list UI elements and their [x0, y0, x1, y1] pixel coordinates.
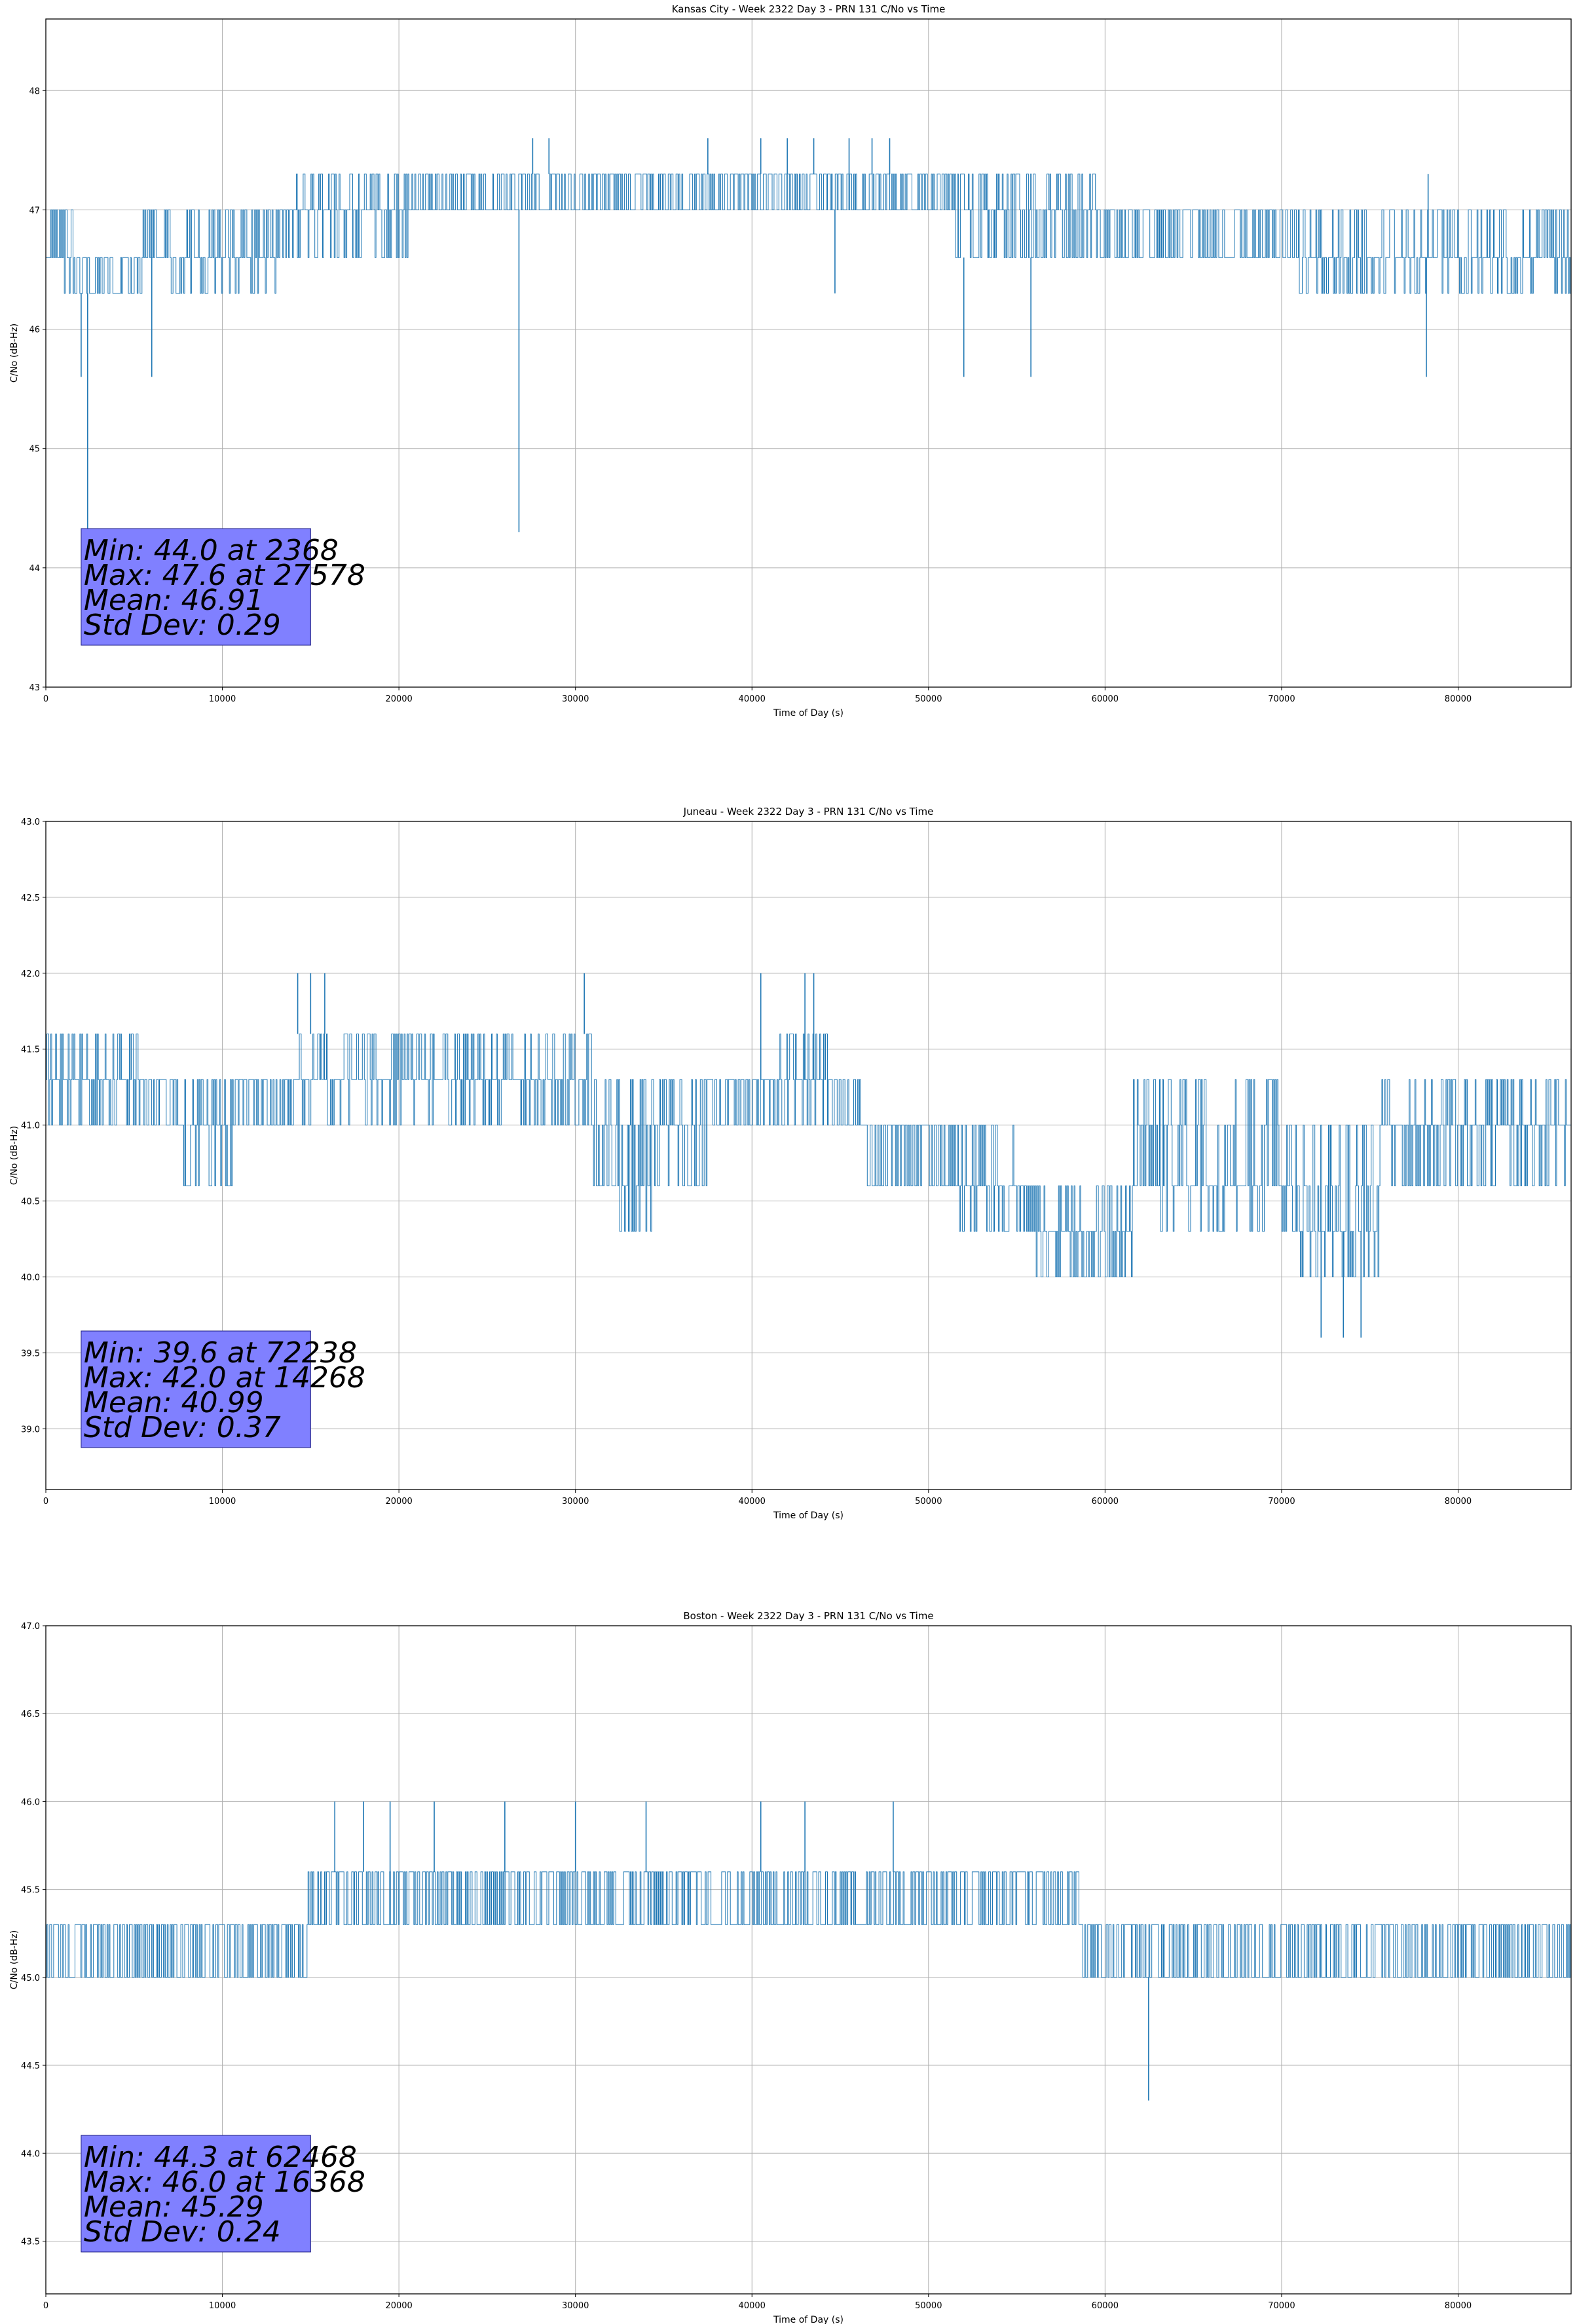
- y-tick-label: 44: [29, 564, 40, 574]
- y-tick-label: 41.5: [21, 1045, 40, 1055]
- x-tick-label: 20000: [385, 2301, 412, 2311]
- stats-std: Std Dev: 0.24: [84, 2215, 281, 2249]
- x-tick-label: 0: [43, 2301, 48, 2311]
- stats-mean: Mean: 46.91: [84, 584, 264, 617]
- stats-min: Min: 44.0 at 2368: [84, 534, 339, 567]
- x-tick-label: 40000: [739, 2301, 766, 2311]
- axes-frame: [45, 821, 1572, 1490]
- x-tick-label: 40000: [739, 1497, 766, 1507]
- axes-frame: [45, 18, 1572, 688]
- stats-max: Max: 46.0 at 16368: [84, 2165, 365, 2199]
- y-tick-label: 43.5: [21, 2237, 40, 2247]
- y-tick-label: 40.5: [21, 1197, 40, 1207]
- series-line-cno: [46, 174, 1571, 294]
- x-tick-label: 30000: [562, 694, 589, 704]
- y-tick-label: 39.0: [21, 1425, 40, 1434]
- x-tick-label: 0: [43, 694, 48, 704]
- y-axis-label: C/No (dB-Hz): [9, 1930, 20, 1989]
- stats-std: Std Dev: 0.29: [84, 609, 281, 642]
- stats-box: [81, 528, 311, 646]
- x-tick-label: 10000: [209, 2301, 236, 2311]
- y-tick-label: 47.0: [21, 1622, 40, 1632]
- x-tick-label: 70000: [1268, 2301, 1295, 2311]
- x-tick-label: 20000: [385, 1497, 412, 1507]
- x-tick-label: 40000: [739, 694, 766, 704]
- x-tick-label: 80000: [1445, 2301, 1472, 2311]
- stats-min: Min: 44.3 at 62468: [84, 2141, 357, 2174]
- stats-box: [81, 2135, 311, 2253]
- y-tick-label: 40.0: [21, 1273, 40, 1283]
- stats-max: Max: 47.6 at 27578: [84, 559, 365, 592]
- x-tick-label: 80000: [1445, 694, 1472, 704]
- x-tick-label: 0: [43, 1497, 48, 1507]
- stats-box: [81, 1330, 311, 1448]
- series-line-cno: [46, 1034, 1571, 1277]
- x-tick-label: 50000: [915, 2301, 942, 2311]
- x-tick-label: 60000: [1092, 694, 1119, 704]
- series-line-cno: [46, 1871, 1571, 1978]
- x-axis-label: Time of Day (s): [773, 2315, 844, 2324]
- chart-panel-3: 0 10000 20000 30000 40000 50000 60000 70000 8000…: [9, 1610, 1572, 2324]
- y-tick-label: 46.5: [21, 1710, 40, 1719]
- stats-min: Min: 39.6 at 72238: [84, 1336, 357, 1370]
- stats-max: Max: 42.0 at 14268: [84, 1361, 365, 1395]
- y-tick-label: 47: [29, 206, 40, 216]
- y-tick-label: 46.0: [21, 1797, 40, 1807]
- y-tick-label: 44.0: [21, 2149, 40, 2159]
- x-tick-label: 30000: [562, 1497, 589, 1507]
- y-tick-label: 45.0: [21, 1974, 40, 1983]
- stats-mean: Mean: 45.29: [84, 2190, 264, 2224]
- y-tick-label: 46: [29, 326, 40, 335]
- x-tick-label: 10000: [209, 694, 236, 704]
- x-axis-label: Time of Day (s): [773, 1510, 844, 1521]
- x-tick-label: 50000: [915, 1497, 942, 1507]
- x-tick-label: 80000: [1445, 1497, 1472, 1507]
- y-tick-label: 42.0: [21, 969, 40, 979]
- y-axis-label: C/No (dB-Hz): [9, 324, 20, 383]
- chart-panel-1: 0 10000 20000 30000 40000 50000 60000 70000 8000…: [9, 3, 1572, 719]
- axes-frame: [45, 1625, 1572, 2295]
- stats-std: Std Dev: 0.37: [84, 1411, 281, 1444]
- y-tick-label: 43.0: [21, 817, 40, 827]
- x-axis-label: Time of Day (s): [773, 708, 844, 719]
- stats-mean: Mean: 40.99: [84, 1386, 264, 1419]
- chart-title: Boston - Week 2322 Day 3 - PRN 131 C/No …: [683, 1610, 933, 1622]
- y-tick-label: 45.5: [21, 1886, 40, 1896]
- y-axis-label: C/No (dB-Hz): [9, 1126, 20, 1185]
- y-tick-label: 48: [29, 86, 40, 96]
- chart-title: Kansas City - Week 2322 Day 3 - PRN 131 …: [672, 3, 946, 15]
- x-tick-label: 20000: [385, 694, 412, 704]
- x-tick-label: 70000: [1268, 694, 1295, 704]
- y-tick-label: 41.0: [21, 1121, 40, 1131]
- chart-title: Juneau - Week 2322 Day 3 - PRN 131 C/No …: [683, 806, 934, 817]
- x-tick-label: 60000: [1092, 2301, 1119, 2311]
- x-tick-label: 10000: [209, 1497, 236, 1507]
- y-tick-label: 45: [29, 445, 40, 455]
- x-tick-label: 30000: [562, 2301, 589, 2311]
- y-tick-label: 42.5: [21, 893, 40, 903]
- y-tick-label: 39.5: [21, 1349, 40, 1359]
- y-tick-label: 44.5: [21, 2061, 40, 2071]
- x-tick-label: 60000: [1092, 1497, 1119, 1507]
- x-tick-label: 50000: [915, 694, 942, 704]
- x-tick-label: 70000: [1268, 1497, 1295, 1507]
- chart-panel-2: 0 10000 20000 30000 40000 50000 60000 70000 8000…: [9, 806, 1572, 1521]
- y-tick-label: 43: [29, 683, 40, 693]
